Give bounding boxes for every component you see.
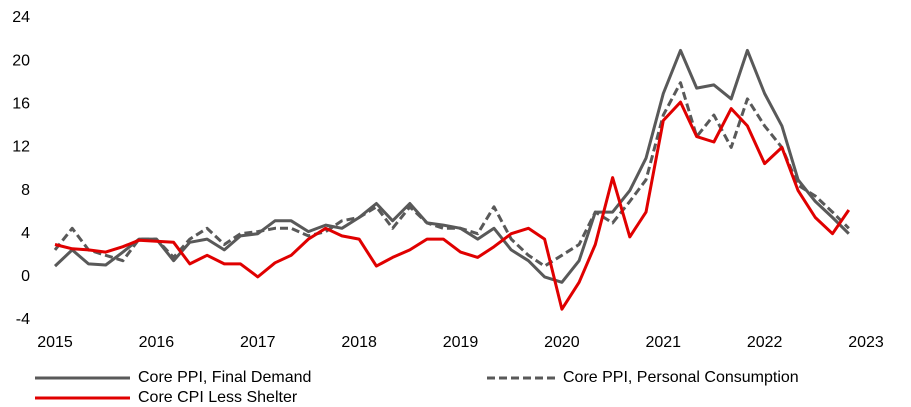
x-tick-label: 2020: [544, 334, 580, 351]
y-tick-label: 4: [21, 225, 30, 242]
x-tick-label: 2022: [747, 334, 783, 351]
x-tick-label: 2023: [848, 334, 884, 351]
series-line: [54, 100, 851, 311]
legend-label: Core PPI, Final Demand: [138, 369, 311, 386]
series-line: [53, 81, 850, 268]
series-line: [53, 48, 850, 284]
y-tick-label: 0: [21, 268, 30, 285]
x-tick-label: 2018: [341, 334, 377, 351]
y-tick-label: -4: [16, 311, 30, 328]
x-tick-label: 2015: [37, 334, 73, 351]
y-tick-label: 12: [12, 139, 30, 156]
x-tick-label: 2021: [645, 334, 681, 351]
legend-label: Core CPI Less Shelter: [138, 389, 298, 406]
x-tick-label: 2019: [443, 334, 479, 351]
legend-label: Core PPI, Personal Consumption: [563, 369, 799, 386]
y-tick-label: 24: [12, 9, 30, 26]
x-tick-label: 2016: [139, 334, 175, 351]
y-tick-label: 8: [21, 182, 30, 199]
x-tick-label: 2017: [240, 334, 276, 351]
y-tick-label: 20: [12, 52, 30, 69]
y-tick-label: 16: [12, 96, 30, 113]
